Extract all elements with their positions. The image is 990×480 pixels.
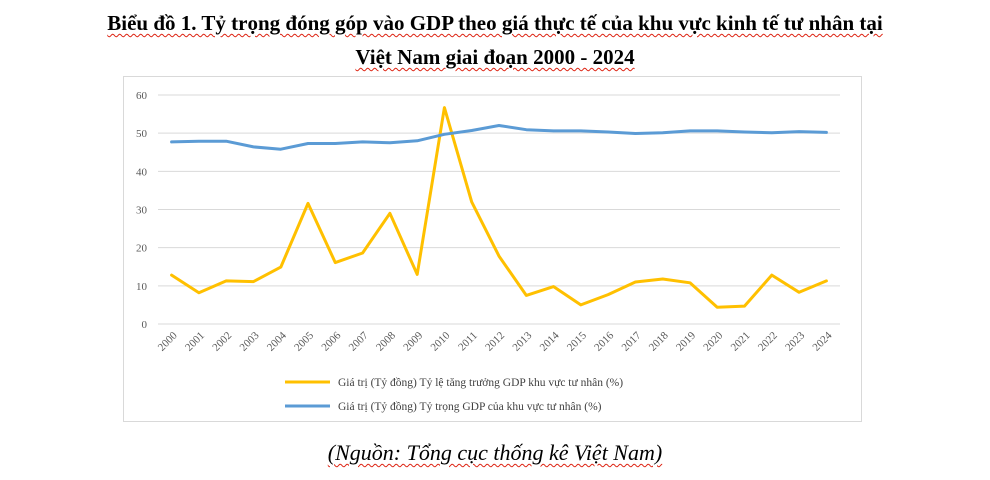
data-point xyxy=(225,280,227,282)
data-point xyxy=(580,304,582,306)
data-point xyxy=(607,131,609,133)
y-tick-label: 40 xyxy=(136,166,148,178)
x-tick-label: 2003 xyxy=(238,329,262,353)
gridlines xyxy=(158,95,840,324)
data-point xyxy=(280,148,282,150)
x-tick-label: 2009 xyxy=(401,329,425,353)
data-point xyxy=(198,140,200,142)
data-point xyxy=(634,281,636,283)
x-tick-label: 2005 xyxy=(292,329,316,353)
data-point xyxy=(416,140,418,142)
data-point xyxy=(170,141,172,143)
data-point xyxy=(198,292,200,294)
data-point xyxy=(471,201,473,203)
data-point xyxy=(334,142,336,144)
data-point xyxy=(552,285,554,287)
y-tick-label: 0 xyxy=(142,319,148,331)
y-axis-ticks: 0 10 20 30 40 50 60 xyxy=(136,90,148,331)
data-point xyxy=(498,124,500,126)
data-point xyxy=(689,130,691,132)
data-point xyxy=(389,142,391,144)
source-note: (Nguồn: Tổng cục thống kê Việt Nam) xyxy=(0,440,990,466)
y-tick-label: 20 xyxy=(136,243,148,255)
x-tick-label: 2024 xyxy=(810,329,834,353)
x-tick-label: 2023 xyxy=(783,329,807,353)
data-point xyxy=(634,132,636,134)
y-tick-label: 10 xyxy=(136,281,148,293)
data-point xyxy=(170,274,172,276)
x-tick-label: 2013 xyxy=(510,329,534,353)
data-point xyxy=(498,255,500,257)
x-tick-label: 2015 xyxy=(565,329,589,353)
data-point xyxy=(716,130,718,132)
data-point xyxy=(225,140,227,142)
data-point xyxy=(334,261,336,263)
legend: Giá trị (Tỷ đồng) Tỷ lệ tăng trưởng GDP … xyxy=(285,376,623,413)
data-point xyxy=(661,132,663,134)
data-point xyxy=(525,294,527,296)
x-tick-label: 2011 xyxy=(456,330,480,354)
data-point xyxy=(307,142,309,144)
data-point xyxy=(471,129,473,131)
x-tick-label: 2001 xyxy=(183,330,207,354)
x-tick-label: 2020 xyxy=(701,329,725,353)
y-tick-label: 50 xyxy=(136,128,148,140)
legend-label-2: Giá trị (Tỷ đồng) Tỷ trọng GDP của khu v… xyxy=(338,400,602,413)
x-tick-label: 2014 xyxy=(538,329,562,353)
x-tick-label: 2002 xyxy=(210,330,234,354)
series-line-1 xyxy=(172,108,827,308)
x-tick-label: 2022 xyxy=(756,330,780,354)
data-point xyxy=(743,131,745,133)
data-point xyxy=(798,130,800,132)
x-axis-ticks: 2000 2001 2002 2003 2004 2005 2006 2007 2008 2009… xyxy=(156,329,835,353)
source-text: (Nguồn: Tổng cục thống kê Việt Nam) xyxy=(328,440,662,465)
data-point xyxy=(825,280,827,282)
data-point xyxy=(252,146,254,148)
x-tick-label: 2000 xyxy=(156,329,180,353)
x-tick-label: 2012 xyxy=(483,330,507,354)
data-point xyxy=(307,202,309,204)
data-point xyxy=(443,106,445,108)
data-point xyxy=(798,291,800,293)
y-tick-label: 60 xyxy=(136,90,148,102)
data-point xyxy=(825,131,827,133)
data-point xyxy=(689,282,691,284)
data-point xyxy=(280,266,282,268)
data-point xyxy=(771,132,773,134)
x-tick-label: 2008 xyxy=(374,329,398,353)
x-tick-label: 2010 xyxy=(429,329,453,353)
x-tick-label: 2004 xyxy=(265,329,289,353)
data-point xyxy=(361,252,363,254)
data-point xyxy=(525,129,527,131)
data-point xyxy=(743,305,745,307)
x-tick-label: 2019 xyxy=(674,329,698,353)
series-lines xyxy=(170,106,827,308)
data-point xyxy=(416,273,418,275)
y-tick-label: 30 xyxy=(136,205,148,217)
data-point xyxy=(361,141,363,143)
x-tick-label: 2006 xyxy=(319,329,343,353)
data-point xyxy=(580,130,582,132)
data-point xyxy=(552,130,554,132)
data-point xyxy=(443,133,445,135)
x-tick-label: 2016 xyxy=(592,329,616,353)
data-point xyxy=(771,274,773,276)
data-point xyxy=(661,278,663,280)
x-tick-label: 2018 xyxy=(647,329,671,353)
legend-label-1: Giá trị (Tỷ đồng) Tỷ lệ tăng trưởng GDP … xyxy=(338,376,623,389)
series-line-2 xyxy=(172,126,827,150)
data-point xyxy=(252,280,254,282)
data-point xyxy=(607,293,609,295)
x-tick-label: 2021 xyxy=(729,330,753,354)
data-point xyxy=(716,306,718,308)
x-tick-label: 2017 xyxy=(619,329,643,353)
x-tick-label: 2007 xyxy=(347,329,371,353)
data-point xyxy=(389,212,391,214)
